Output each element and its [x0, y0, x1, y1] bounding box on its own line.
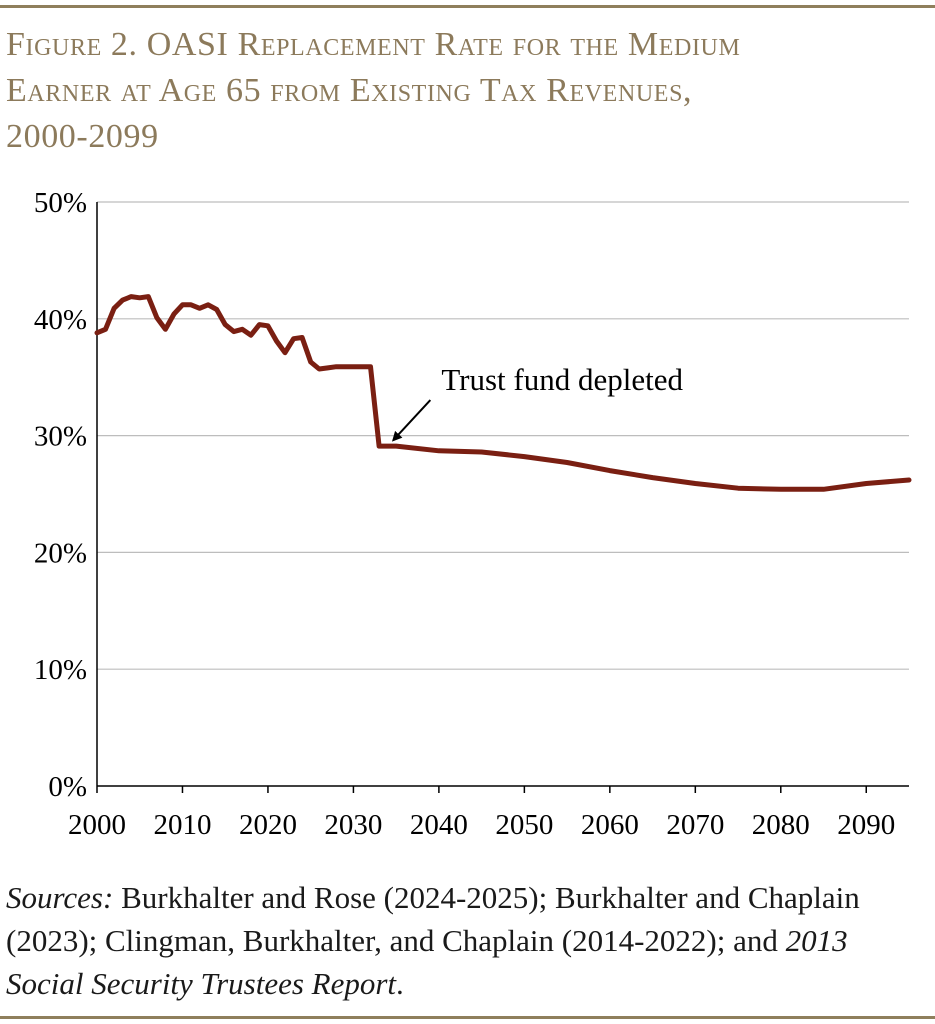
annotation-arrow: [391, 399, 432, 442]
figure-title-line-2: Earner at Age 65 from Existing Tax Reven…: [6, 72, 693, 109]
figure-title-line-1: Figure 2. OASI Replacement Rate for the …: [6, 26, 741, 63]
sources-report-title: 2013 Social Security Trustees Report: [6, 923, 848, 1001]
y-tick-label: 40%: [34, 304, 87, 336]
x-tick-label: 2070: [666, 809, 724, 841]
x-tick-label: 2020: [239, 809, 297, 841]
y-tick-label: 0%: [48, 771, 87, 803]
x-tick-label: 2090: [837, 809, 895, 841]
sources-label: Sources:: [6, 880, 114, 915]
y-axis-tick-labels: 0% 10% 20% 30% 40% 50%: [34, 187, 87, 803]
line-chart: 0%10%20%30%40%50% 2000 2010 2020 2030 2040 20…: [34, 187, 912, 841]
series-group: [94, 294, 912, 492]
x-tick-label: 2000: [68, 809, 126, 841]
y-tick-label: 30%: [34, 421, 87, 453]
x-tick-label: 2030: [324, 809, 382, 841]
y-tick-label: 50%: [34, 187, 87, 219]
x-tick-label: 2010: [153, 809, 211, 841]
y-tick-label: 10%: [34, 654, 87, 686]
annotations: Trust fund depleted: [391, 362, 684, 442]
x-tick-label: 2050: [495, 809, 553, 841]
x-tick-label: 2080: [752, 809, 810, 841]
annotation-label: Trust fund depleted: [441, 362, 683, 397]
figure-title: Figure 2. OASI Replacement Rate for the …: [6, 22, 926, 160]
x-axis-tick-labels: 2000 2010 2020 2030 2040 2050 2060 2070 2080 2090: [68, 809, 895, 841]
x-tick-label: 2060: [581, 809, 639, 841]
top-rule: [0, 5, 935, 8]
gridlines: [97, 201, 909, 670]
series-line: [94, 294, 912, 492]
y-tick-label: 20%: [34, 537, 87, 569]
sources-text: Burkhalter and Rose (2024-2025); Burkhal…: [6, 880, 860, 958]
x-tick-label: 2040: [410, 809, 468, 841]
sources-note: Sources: Burkhalter and Rose (2024-2025)…: [6, 876, 926, 1005]
axes: [96, 202, 909, 793]
sources-end: .: [396, 966, 404, 1001]
bottom-rule: [0, 1016, 935, 1019]
figure-title-line-3: 2000-2099: [6, 118, 159, 155]
